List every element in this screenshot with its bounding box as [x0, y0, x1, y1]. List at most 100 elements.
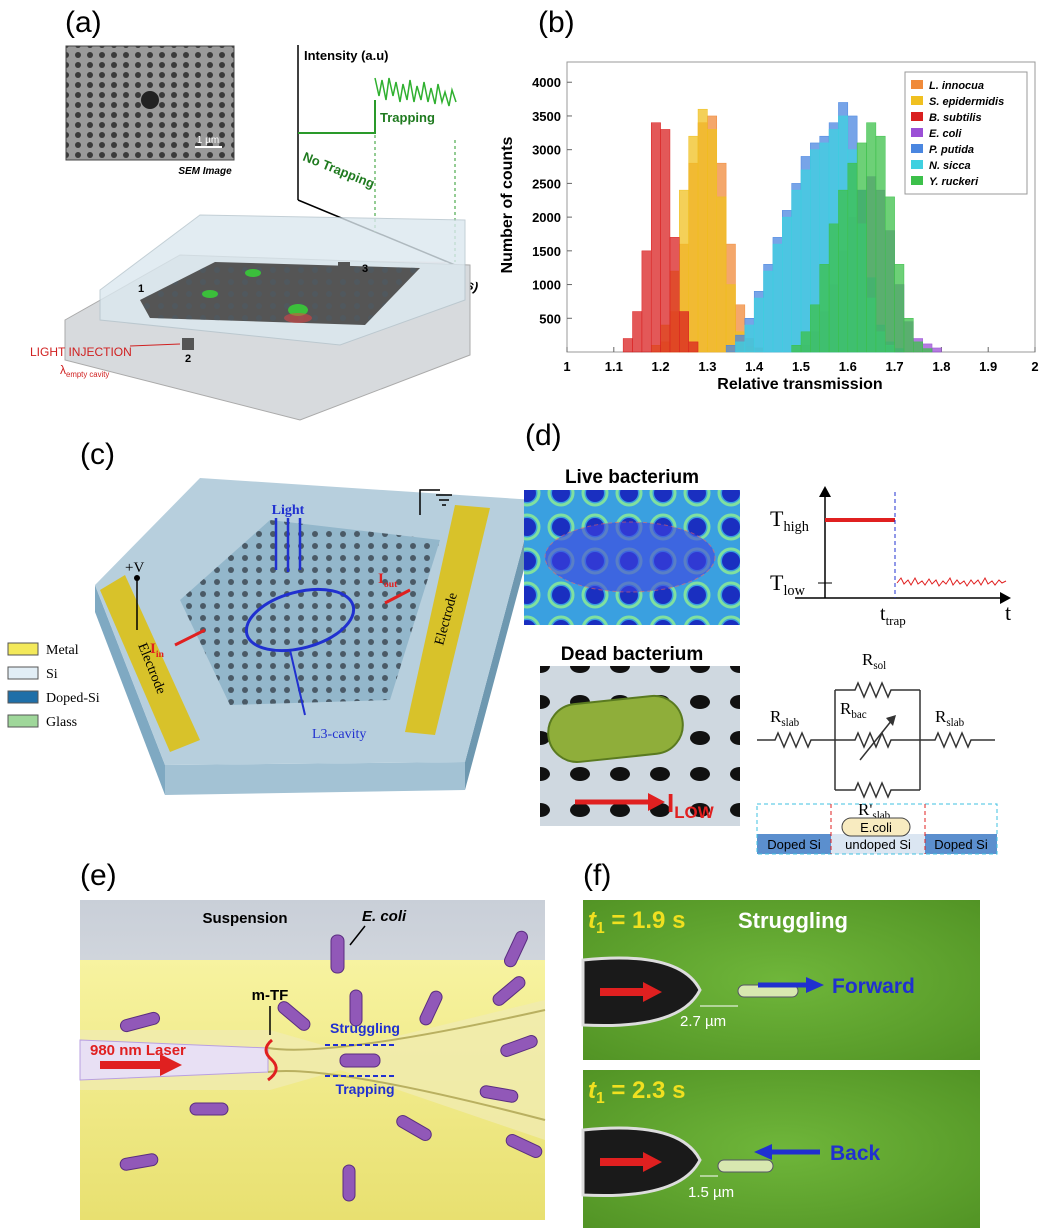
annotation: Trapping	[380, 110, 435, 125]
x-tick-label: 1.8	[932, 359, 950, 374]
bar	[764, 271, 773, 352]
annotation: LIGHT INJECTION	[30, 345, 132, 359]
bar	[670, 237, 679, 352]
bar	[679, 312, 688, 352]
subscript: bac	[851, 709, 866, 721]
x-tick-label: 2	[1031, 359, 1038, 374]
legend-label: P. putida	[929, 144, 974, 156]
x-tick-label: 1.5	[792, 359, 810, 374]
resistor-label: Rslab	[770, 707, 800, 729]
bar	[932, 348, 941, 352]
y-tick-label: 3500	[532, 109, 561, 124]
direction-label: Back	[830, 1142, 881, 1165]
image-title: Dead bacterium	[561, 644, 704, 665]
voltage-label: +V	[125, 560, 144, 576]
subscript: LOW	[674, 803, 713, 822]
bar	[689, 136, 698, 352]
panel-label: (f)	[583, 859, 611, 892]
legend-swatch	[8, 643, 38, 655]
level-label: Thigh	[770, 506, 809, 535]
bar	[623, 339, 632, 352]
y-tick-label: 1500	[532, 244, 561, 259]
scale-label: 1 µm	[197, 135, 219, 146]
port-label: 1	[138, 283, 144, 295]
legend-label: L. innocua	[929, 80, 984, 92]
device-front	[165, 762, 465, 795]
panel-b: Number of counts Relative transmission 5…	[499, 62, 1039, 393]
label: Suspension	[202, 910, 287, 927]
label: m-TF	[252, 987, 289, 1004]
y-tick-label: 1000	[532, 278, 561, 293]
panel-label: (d)	[525, 419, 562, 452]
y-axis-title: Number of counts	[499, 136, 516, 273]
bar	[792, 345, 801, 352]
bar	[876, 136, 885, 352]
legend-label: S. epidermidis	[929, 96, 1004, 108]
x-tick-label: 1.2	[652, 359, 670, 374]
subscript: 1	[596, 1090, 605, 1107]
legend-label: Doped-Si	[46, 691, 100, 706]
bar	[913, 342, 922, 352]
bar	[707, 129, 716, 352]
bar	[745, 325, 754, 352]
symbol: T	[770, 570, 784, 595]
bar	[717, 197, 726, 352]
subscript: trap	[886, 613, 906, 628]
y-tick-label: 4000	[532, 75, 561, 90]
layer-label: undoped Si	[845, 837, 911, 852]
port-label: 3	[362, 263, 368, 275]
bar	[689, 342, 698, 352]
legend-label: Y. ruckeri	[929, 176, 979, 188]
legend-swatch	[8, 667, 38, 679]
distance-label: 1.5 µm	[688, 1184, 734, 1201]
legend-swatch	[911, 112, 923, 121]
bar	[792, 190, 801, 352]
low-level	[897, 578, 1006, 586]
legend-swatch	[911, 80, 923, 89]
arrowhead	[886, 715, 896, 726]
bar	[848, 163, 857, 352]
x-tick-label: 1.6	[839, 359, 857, 374]
symbol: R'	[858, 800, 872, 819]
x-tick-label: 1.3	[698, 359, 716, 374]
y-tick-label: 2000	[532, 210, 561, 225]
legend-swatch	[8, 715, 38, 727]
legend-label: Metal	[46, 643, 79, 658]
axis-title: Intensity (a.u)	[304, 48, 389, 63]
bar	[782, 217, 791, 352]
bar	[661, 129, 670, 352]
bar	[651, 123, 660, 352]
label: Struggling	[330, 1020, 400, 1036]
subscript: slab	[946, 717, 964, 729]
bacterium	[202, 290, 218, 298]
level-label: Tlow	[770, 570, 806, 599]
panel-e: 980 nm Laser Suspension E. coli m-TF Str…	[80, 900, 545, 1220]
legend-label: Glass	[46, 715, 77, 730]
subscript: low	[783, 583, 805, 599]
panel-label: (e)	[80, 859, 117, 892]
subscript: empty cavity	[66, 370, 109, 379]
laser-label: 980 nm Laser	[90, 1042, 186, 1059]
symbol: R	[935, 707, 947, 726]
bar	[726, 285, 735, 352]
legend-swatch	[911, 160, 923, 169]
cavity-field	[284, 313, 312, 323]
bar	[754, 298, 763, 352]
port	[338, 262, 350, 274]
bar	[838, 190, 847, 352]
legend-label: N. sicca	[929, 160, 971, 172]
bar	[867, 123, 876, 352]
axis-label: t	[1005, 600, 1011, 625]
light-label: Light	[272, 503, 305, 518]
bar	[735, 342, 744, 352]
y-tick-label: 3000	[532, 143, 561, 158]
legend-label: B. subtilis	[929, 112, 982, 124]
resistor-label: Rslab	[935, 707, 965, 729]
bar	[801, 332, 810, 352]
label: Trapping	[335, 1081, 394, 1097]
legend-swatch	[911, 96, 923, 105]
subscript: slab	[781, 717, 799, 729]
panel-f: t1 = 1.9 s Struggling Forward 2.7 µm t1 …	[583, 900, 980, 1228]
sem-caption: SEM Image	[178, 166, 232, 177]
x-tick-label: 1.9	[979, 359, 997, 374]
